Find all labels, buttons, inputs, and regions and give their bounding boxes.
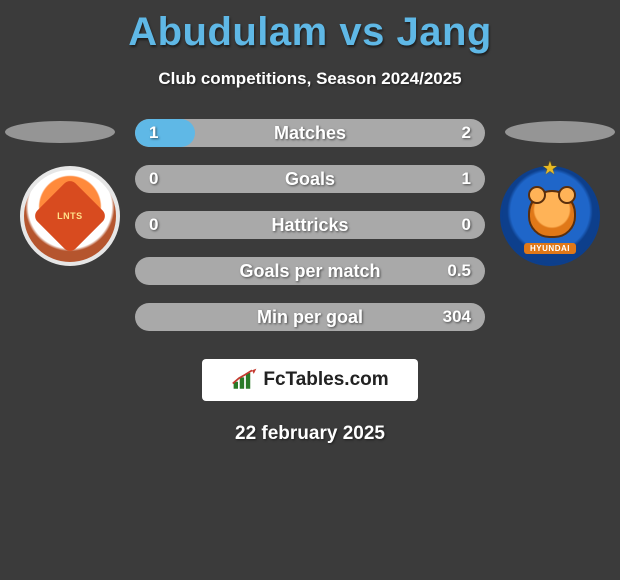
stat-value-right: 1 [462, 169, 471, 189]
shadow-right [505, 121, 615, 143]
stat-label: Matches [274, 123, 346, 144]
shadow-left [5, 121, 115, 143]
branding-text: FcTables.com [263, 369, 388, 391]
stat-row: Min per goal 304 [135, 303, 485, 331]
stat-row: Goals per match 0.5 [135, 257, 485, 285]
stat-label: Min per goal [257, 307, 363, 328]
stat-label: Goals [285, 169, 335, 190]
team-left-crest: LNTS [20, 166, 120, 266]
stat-value-left: 0 [149, 169, 158, 189]
stat-row: 1 Matches 2 [135, 119, 485, 147]
date-text: 22 february 2025 [0, 423, 620, 445]
stat-value-left: 1 [149, 123, 158, 143]
crest-right-banner: HYUNDAI [524, 243, 576, 254]
stat-label: Goals per match [239, 261, 380, 282]
stat-value-right: 0.5 [447, 261, 471, 281]
stat-fill-left [135, 119, 195, 147]
crest-left-text: LNTS [57, 211, 83, 221]
stat-label: Hattricks [271, 215, 348, 236]
stat-value-right: 304 [443, 307, 471, 327]
stat-row: 0 Goals 1 [135, 165, 485, 193]
tiger-icon [528, 190, 576, 238]
subtitle: Club competitions, Season 2024/2025 [0, 69, 620, 89]
stat-value-left: 0 [149, 215, 158, 235]
page-title: Abudulam vs Jang [0, 0, 620, 55]
stat-value-right: 0 [462, 215, 471, 235]
bar-chart-icon [231, 368, 259, 392]
stat-rows: 1 Matches 2 0 Goals 1 0 Hattricks 0 Goals per mat… [135, 119, 485, 331]
comparison-stage: LNTS ★ HYUNDAI 1 Matches 2 0 Goals 1 0 Hattrick… [0, 119, 620, 331]
stat-value-right: 2 [462, 123, 471, 143]
stat-row: 0 Hattricks 0 [135, 211, 485, 239]
star-icon: ★ [542, 158, 558, 179]
team-right-crest: ★ HYUNDAI [500, 166, 600, 266]
branding-box: FcTables.com [202, 359, 418, 401]
